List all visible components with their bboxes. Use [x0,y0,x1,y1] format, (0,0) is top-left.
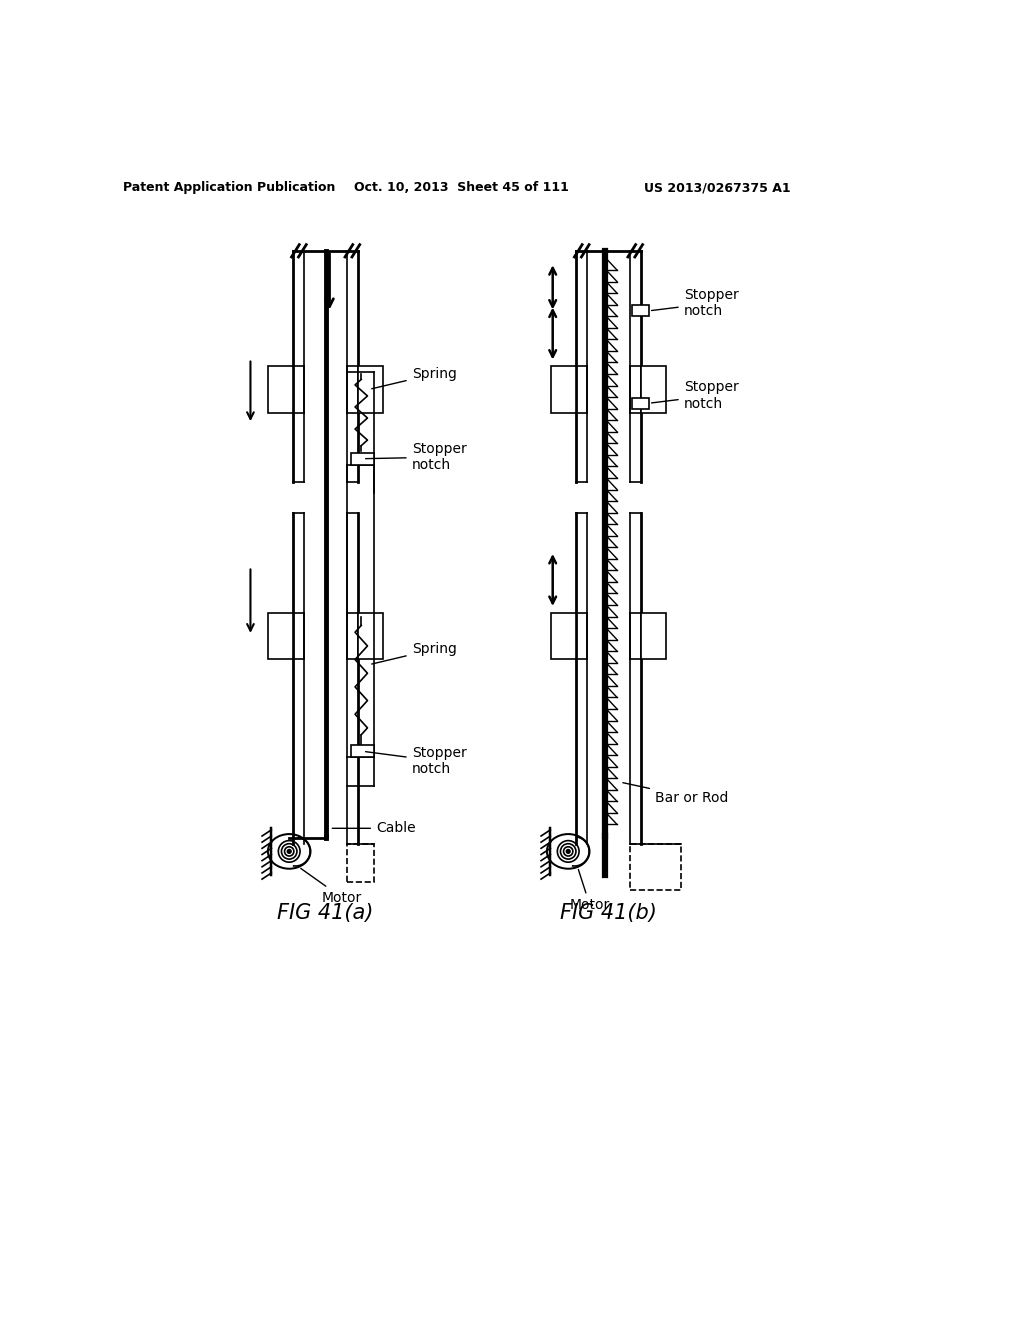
Text: Spring: Spring [372,643,457,664]
Bar [358,366,383,412]
Text: Stopper
notch: Stopper notch [366,746,466,776]
Bar [351,453,375,465]
Bar [630,843,681,890]
Text: Stopper
notch: Stopper notch [651,380,738,411]
Bar [268,366,293,412]
Text: Stopper
notch: Stopper notch [651,288,738,318]
Text: Cable: Cable [332,821,416,836]
Circle shape [566,850,570,853]
Bar [632,305,649,317]
Circle shape [288,850,291,853]
Text: US 2013/0267375 A1: US 2013/0267375 A1 [644,181,791,194]
Text: Stopper
notch: Stopper notch [366,442,466,473]
Bar [551,366,575,412]
Text: Spring: Spring [372,367,457,389]
Bar [358,612,383,659]
Bar [632,397,649,409]
Text: FIG 41(a): FIG 41(a) [278,903,374,923]
Bar [641,612,666,659]
Bar [347,843,374,882]
Bar [268,612,293,659]
Text: Motor: Motor [301,869,362,904]
Bar [351,744,375,758]
Bar [551,612,575,659]
Text: Motor: Motor [569,870,610,912]
Text: FIG 41(b): FIG 41(b) [560,903,657,923]
Bar [641,366,666,412]
Text: Patent Application Publication: Patent Application Publication [123,181,335,194]
Text: Oct. 10, 2013  Sheet 45 of 111: Oct. 10, 2013 Sheet 45 of 111 [354,181,568,194]
Text: Bar or Rod: Bar or Rod [623,783,728,804]
